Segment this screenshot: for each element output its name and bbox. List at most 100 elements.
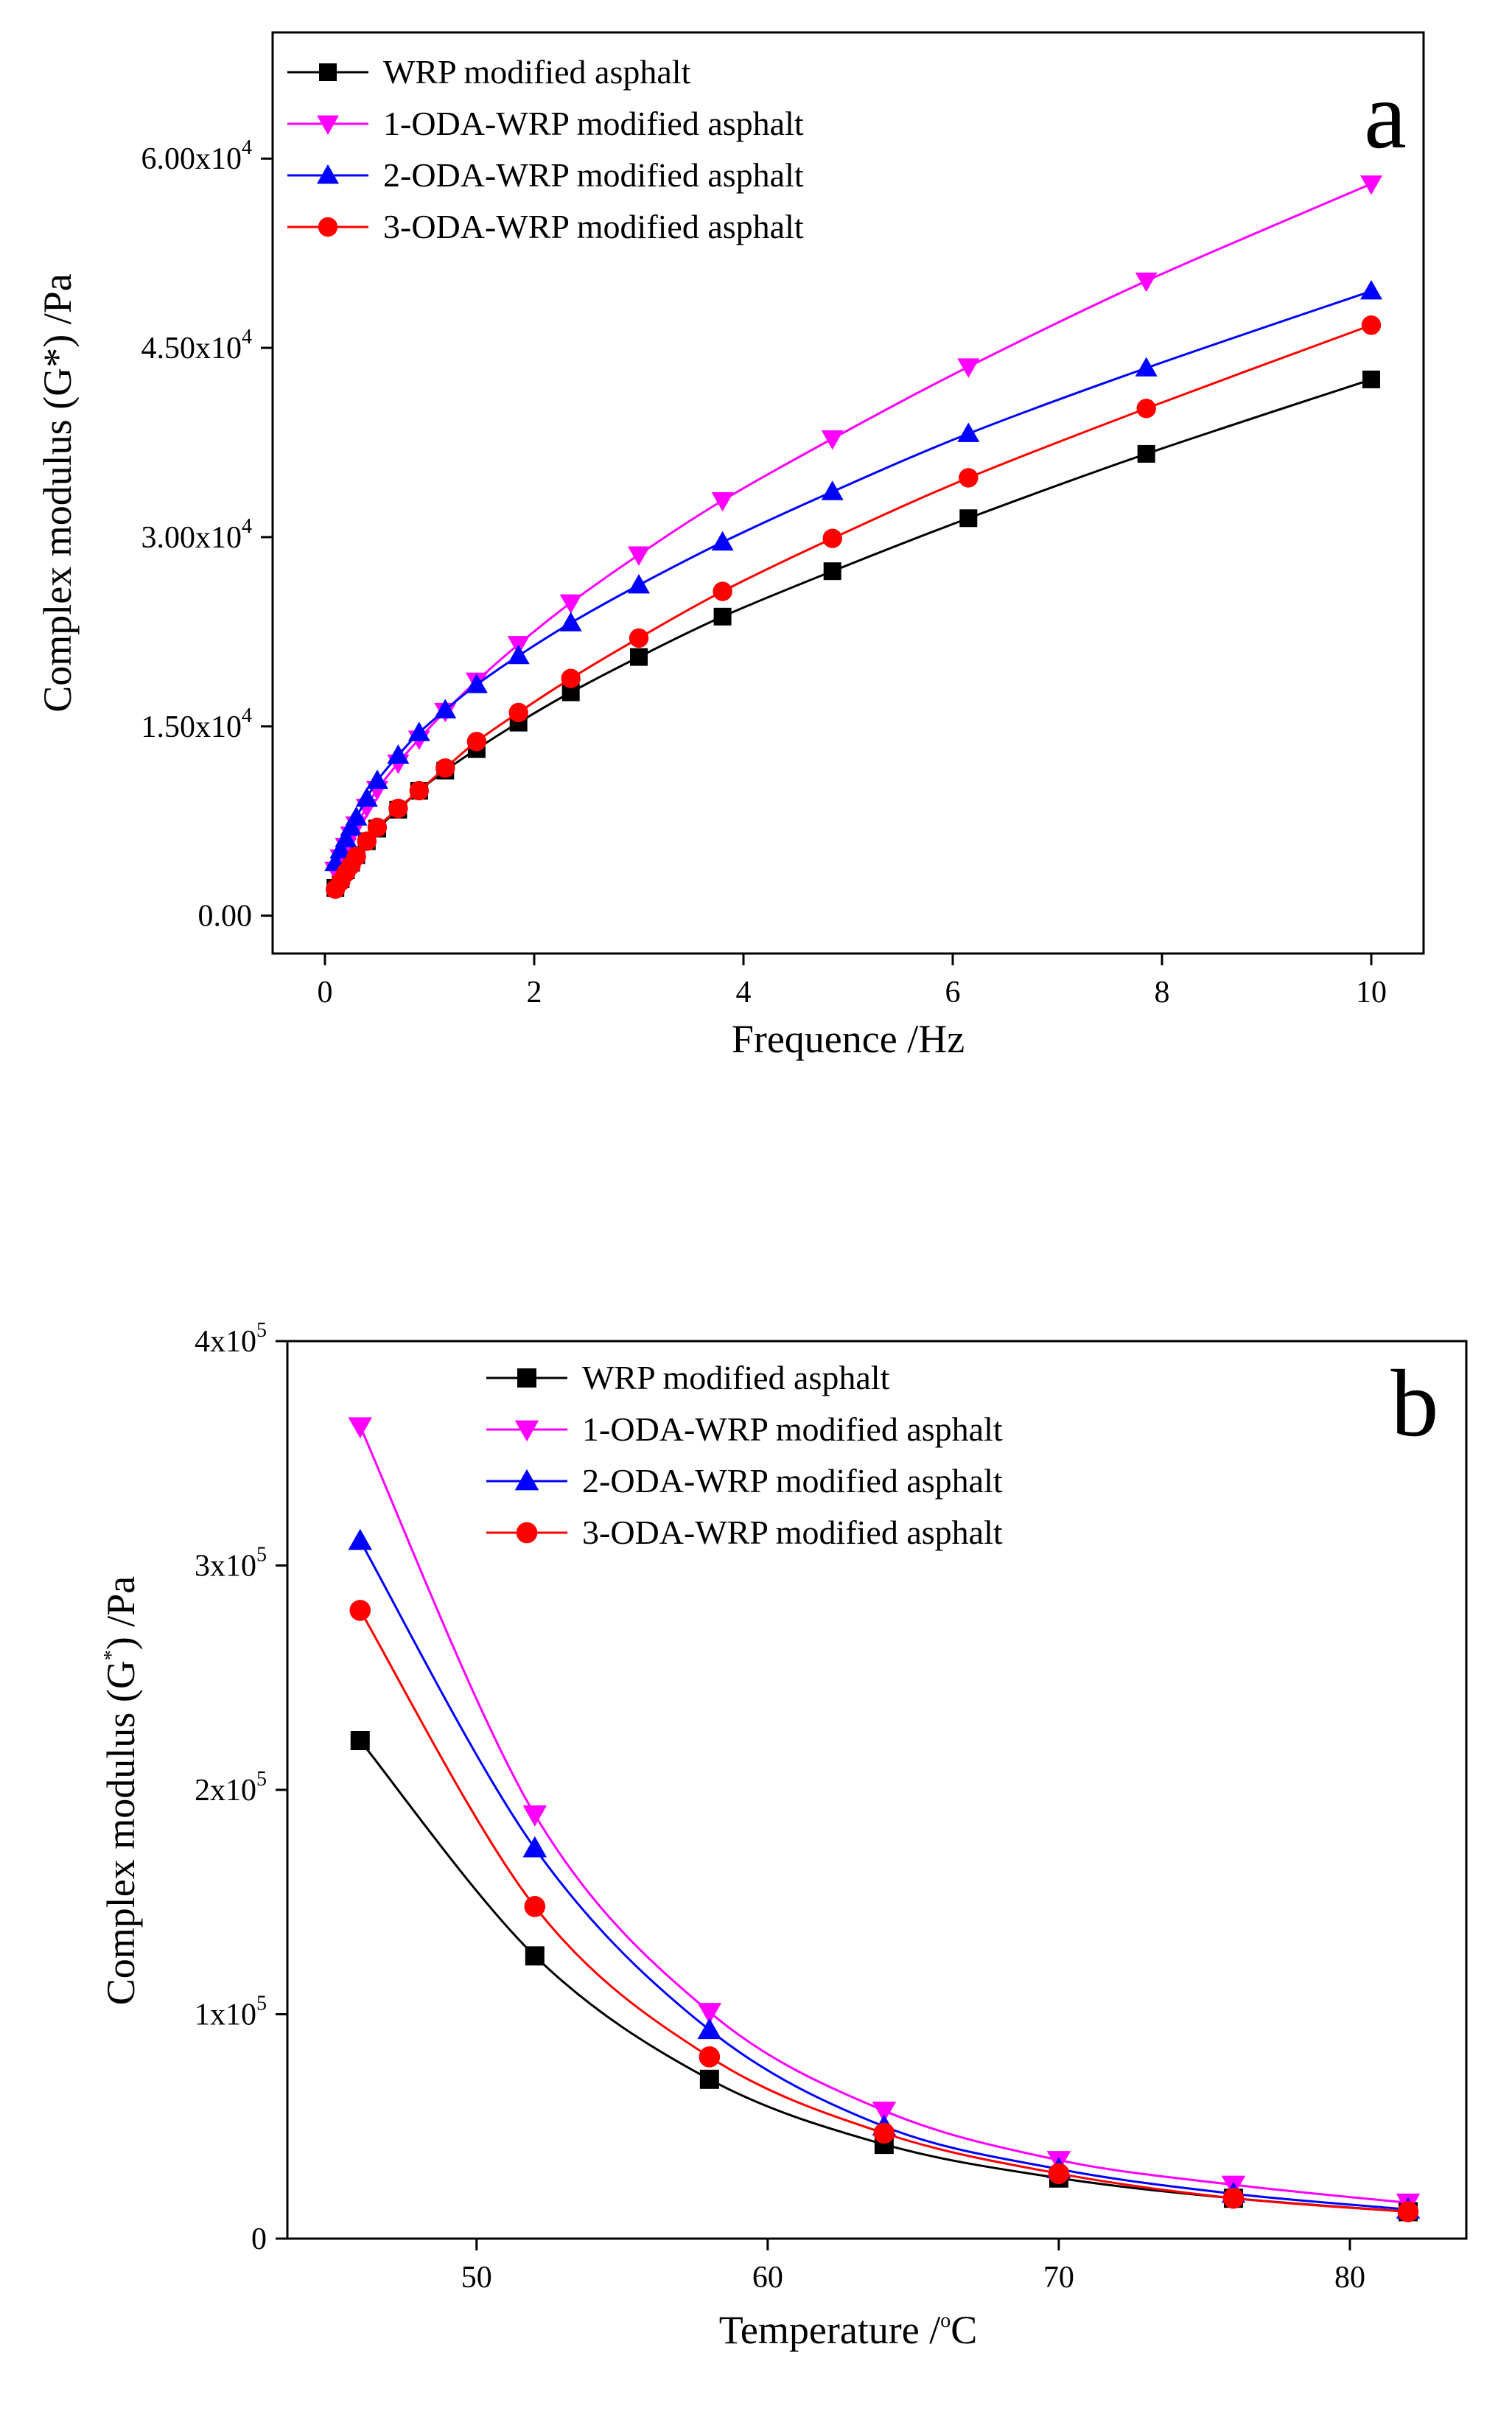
data-point [713, 607, 732, 626]
y-tick-exponent: 4 [242, 136, 252, 159]
y-axis-title-b-sup: * [100, 1650, 123, 1660]
data-point [525, 1946, 545, 1966]
data-point [1136, 399, 1156, 419]
y-tick-exponent: 4 [242, 326, 252, 349]
legend-label: WRP modified asphalt [383, 53, 691, 91]
series-line [334, 290, 1372, 864]
data-point [1135, 272, 1158, 293]
x-axis-title-b-sup: o [940, 2309, 951, 2332]
legend-marker [319, 63, 337, 81]
data-point [872, 2102, 897, 2123]
legend-marker [317, 115, 339, 135]
y-axis-title-b: Complex modulus (G*) /Pa [99, 1576, 143, 2006]
series-3 [324, 280, 1382, 872]
y-tick-label: 3x105 [195, 1544, 267, 1584]
legend-item-3: 2-ODA-WRP modified asphalt [486, 1462, 1003, 1500]
data-point [355, 787, 378, 807]
data-point [699, 2069, 719, 2089]
y-tick-mantissa: 1x10 [195, 1998, 256, 2032]
y-axis-title-a: Complex modulus (G*) /Pa [35, 273, 80, 713]
data-point [407, 721, 430, 741]
data-point [699, 2046, 721, 2068]
data-point [697, 2018, 722, 2040]
panel-label-a: a [1364, 63, 1407, 169]
data-point [630, 648, 648, 666]
data-point [713, 581, 732, 601]
legend-item-4: 3-ODA-WRP modified asphalt [486, 1514, 1003, 1551]
data-point [711, 491, 734, 512]
y-tick-mantissa: 4.50x10 [141, 332, 242, 365]
data-point [348, 1417, 373, 1438]
y-tick-exponent: 4 [242, 704, 252, 727]
x-axis-title-a: Frequence /Hz [732, 1017, 965, 1061]
data-point [357, 831, 377, 851]
plot-frame-a [271, 31, 1425, 955]
y-tick-exponent: 5 [256, 1993, 267, 2015]
legend-marker [514, 1469, 539, 1491]
series-4 [326, 315, 1382, 899]
x-tick-label: 10 [1356, 976, 1387, 1010]
y-tick-mantissa: 1.50x10 [141, 710, 242, 744]
data-point [959, 509, 978, 528]
data-point [507, 644, 530, 665]
y-tick-exponent: 5 [256, 1319, 267, 1342]
y-tick-label: 6.00x104 [141, 136, 253, 176]
x-tick-label: 4 [736, 976, 752, 1010]
legend-label: 2-ODA-WRP modified asphalt [582, 1462, 1003, 1500]
legend-label: 2-ODA-WRP modified asphalt [383, 156, 804, 194]
legend-marker [317, 164, 339, 184]
legend-item-2: 1-ODA-WRP modified asphalt [486, 1410, 1003, 1448]
y-tick-mantissa: 3x10 [195, 1550, 256, 1584]
series-4 [349, 1600, 1419, 2222]
data-point [522, 1836, 547, 1858]
data-point [559, 612, 582, 632]
y-axis-title-b-main: Complex modulus (G [99, 1660, 143, 2005]
data-point [349, 1600, 371, 1621]
y-tick-label: 2x105 [195, 1768, 267, 1808]
data-point [1222, 2187, 1245, 2209]
data-point [1360, 175, 1382, 195]
data-point [340, 816, 363, 836]
data-point [435, 758, 455, 778]
data-point [388, 798, 408, 819]
series-line [334, 378, 1372, 889]
x-tick-label: 80 [1334, 2261, 1365, 2295]
data-point [822, 528, 842, 548]
y-tick-label: 3.00x104 [141, 515, 253, 555]
data-point [697, 2003, 722, 2024]
legend-marker [517, 1368, 536, 1388]
x-tick-label: 6 [945, 976, 961, 1010]
y-axis-title-b-tail: ) /Pa [99, 1576, 143, 1651]
series-3 [348, 1528, 1421, 2219]
legend-item-1: WRP modified asphalt [486, 1359, 890, 1396]
data-point [524, 1896, 546, 1917]
y-tick-exponent: 5 [256, 1544, 267, 1567]
series-1 [350, 1731, 1418, 2222]
legend-b: WRP modified asphalt 1-ODA-WRP modified a… [486, 1359, 1003, 1551]
data-point [1048, 2163, 1070, 2184]
y-tick-exponent: 5 [256, 1768, 267, 1791]
legend-label: 1-ODA-WRP modified asphalt [383, 105, 804, 142]
legend-item-3: 2-ODA-WRP modified asphalt [287, 156, 804, 194]
legend-marker [516, 1522, 538, 1544]
y-tick-label: 0.00 [198, 900, 253, 934]
data-point [366, 769, 388, 789]
chart-panel-a: 0 2 4 6 8 100.001.50x1043.00x1044.50x1046.00x… [35, 31, 1425, 1061]
data-point [1360, 280, 1382, 300]
y-tick-mantissa: 2x10 [195, 1774, 256, 1808]
x-tick-label: 70 [1043, 2261, 1074, 2295]
data-point [823, 562, 841, 581]
legend-label: 3-ODA-WRP modified asphalt [582, 1514, 1003, 1551]
data-point [959, 468, 979, 488]
y-tick-mantissa: 4x10 [195, 1325, 256, 1359]
data-point [367, 817, 388, 837]
data-point [711, 531, 734, 551]
x-tick-label: 50 [461, 2261, 492, 2295]
series-line [334, 323, 1372, 890]
legend-marker [514, 1420, 539, 1442]
y-tick-exponent: 4 [242, 515, 252, 538]
series-line [359, 1426, 1409, 2204]
data-point [1361, 315, 1382, 335]
